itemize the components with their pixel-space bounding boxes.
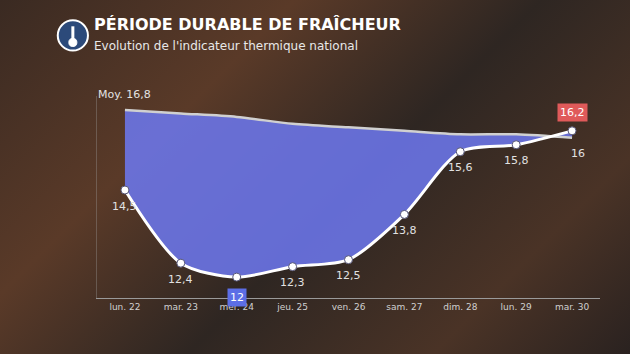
svg-text:mar. 23: mar. 23: [164, 302, 198, 312]
svg-text:mer. 24: mer. 24: [220, 302, 255, 312]
svg-text:12,4: 12,4: [168, 273, 193, 286]
svg-text:14,5: 14,5: [112, 200, 137, 213]
svg-text:16,2: 16,2: [560, 106, 585, 119]
svg-text:15,6: 15,6: [448, 161, 473, 174]
svg-text:15,8: 15,8: [504, 154, 529, 167]
svg-text:13,8: 13,8: [392, 224, 417, 237]
svg-text:mar. 30: mar. 30: [555, 302, 590, 312]
svg-text:sam. 27: sam. 27: [386, 302, 422, 312]
svg-text:dim. 28: dim. 28: [443, 302, 477, 312]
svg-text:PÉRIODE DURABLE DE FRAÎCHEUR: PÉRIODE DURABLE DE FRAÎCHEUR: [94, 15, 401, 34]
svg-text:lun. 29: lun. 29: [501, 302, 532, 312]
svg-text:12: 12: [230, 291, 244, 304]
svg-text:Moy. 16,8: Moy. 16,8: [98, 88, 151, 101]
svg-text:Evolution de l'indicateur ther: Evolution de l'indicateur thermique nati…: [94, 39, 358, 53]
svg-text:ven. 26: ven. 26: [332, 302, 366, 312]
svg-text:jeu. 25: jeu. 25: [276, 302, 308, 312]
svg-text:12,3: 12,3: [280, 276, 305, 289]
svg-text:12,5: 12,5: [336, 269, 361, 282]
svg-text:lun. 22: lun. 22: [109, 302, 140, 312]
svg-text:16: 16: [571, 147, 585, 160]
